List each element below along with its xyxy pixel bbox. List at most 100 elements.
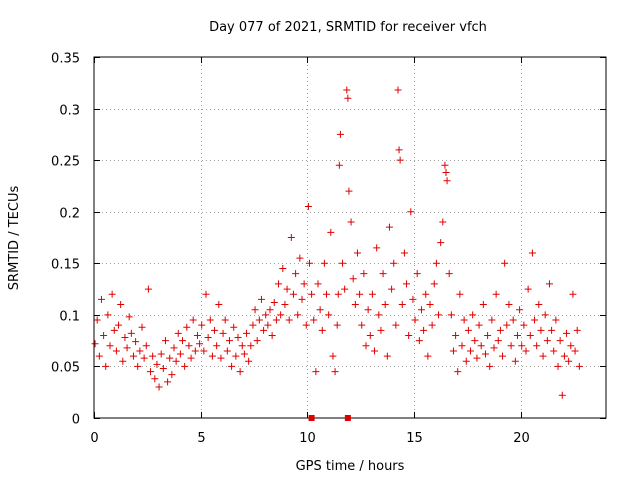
data-point xyxy=(528,249,536,257)
data-point xyxy=(394,86,402,94)
data-point xyxy=(270,298,278,306)
data-point xyxy=(531,316,539,324)
data-point xyxy=(206,316,214,324)
data-point xyxy=(333,321,341,329)
data-point xyxy=(172,357,180,365)
data-point xyxy=(364,306,372,314)
data-point xyxy=(447,311,455,319)
data-point xyxy=(260,326,268,334)
data-point xyxy=(302,321,310,329)
data-point xyxy=(129,352,137,360)
data-point xyxy=(316,306,324,314)
data-point xyxy=(95,352,103,360)
y-tick-label: 0.35 xyxy=(51,52,80,67)
data-point xyxy=(413,270,421,278)
data-point xyxy=(249,321,257,329)
data-point xyxy=(170,344,178,352)
data-point xyxy=(262,311,270,319)
data-point xyxy=(119,357,127,365)
data-point xyxy=(140,354,148,362)
data-point xyxy=(452,331,460,339)
data-point xyxy=(341,285,349,293)
x-tick-label: 5 xyxy=(197,431,205,446)
data-point xyxy=(385,223,393,231)
data-point xyxy=(467,347,475,355)
data-point xyxy=(104,311,112,319)
data-point xyxy=(443,177,451,185)
data-point xyxy=(537,326,545,334)
data-point xyxy=(168,371,176,379)
data-point xyxy=(193,331,201,339)
data-point xyxy=(417,306,425,314)
data-point xyxy=(181,362,189,370)
data-point xyxy=(151,375,159,383)
data-point xyxy=(454,368,462,376)
y-tick-label: 0.25 xyxy=(51,155,80,170)
data-point xyxy=(268,331,276,339)
data-point xyxy=(390,259,398,267)
data-point xyxy=(266,306,274,314)
data-point xyxy=(475,321,483,329)
data-point xyxy=(300,280,308,288)
data-point xyxy=(388,285,396,293)
data-point xyxy=(323,290,331,298)
data-point xyxy=(545,280,553,288)
data-point xyxy=(331,368,339,376)
data-point xyxy=(575,362,583,370)
data-point xyxy=(253,337,261,345)
data-point xyxy=(456,290,464,298)
y-tick-label: 0 xyxy=(72,413,80,428)
data-point xyxy=(460,316,468,324)
data-point xyxy=(264,321,272,329)
data-point xyxy=(166,354,174,362)
data-point xyxy=(522,347,530,355)
x-tick-label: 15 xyxy=(406,431,423,446)
data-point xyxy=(490,344,498,352)
data-point xyxy=(563,329,571,337)
data-point xyxy=(132,338,140,346)
data-point xyxy=(91,340,99,348)
data-point xyxy=(213,342,221,350)
grid-lines xyxy=(94,57,606,418)
data-point xyxy=(424,352,432,360)
data-point xyxy=(176,350,184,358)
data-point xyxy=(287,234,295,241)
data-point xyxy=(368,290,376,298)
data-point xyxy=(136,347,144,355)
data-point xyxy=(420,326,428,334)
data-point xyxy=(240,350,248,358)
data-point xyxy=(196,340,204,348)
x-axis-label: GPS time / hours xyxy=(296,459,405,474)
y-tick-label: 0.05 xyxy=(51,361,80,376)
data-point xyxy=(569,290,577,298)
data-point xyxy=(520,321,528,329)
data-point xyxy=(223,347,231,355)
data-point xyxy=(314,280,322,288)
data-point xyxy=(334,290,342,298)
data-point xyxy=(449,347,457,355)
data-point xyxy=(356,290,364,298)
data-point xyxy=(488,316,496,324)
data-point xyxy=(543,337,551,345)
data-point xyxy=(484,331,492,339)
data-point xyxy=(106,342,114,350)
data-point xyxy=(462,357,470,365)
data-point xyxy=(400,249,408,257)
data-point xyxy=(560,352,568,360)
data-point xyxy=(257,295,265,303)
data-point xyxy=(439,218,447,226)
data-point xyxy=(298,295,306,303)
data-point xyxy=(441,161,449,169)
data-point xyxy=(281,301,289,309)
data-point xyxy=(573,326,581,334)
data-point xyxy=(236,368,244,376)
data-point xyxy=(556,337,564,345)
data-point xyxy=(373,244,381,252)
data-point xyxy=(102,362,110,370)
data-points xyxy=(91,86,583,399)
data-point xyxy=(550,347,558,355)
data-point xyxy=(251,306,259,314)
data-point xyxy=(308,290,316,298)
data-point xyxy=(464,326,472,334)
data-point xyxy=(430,280,438,288)
